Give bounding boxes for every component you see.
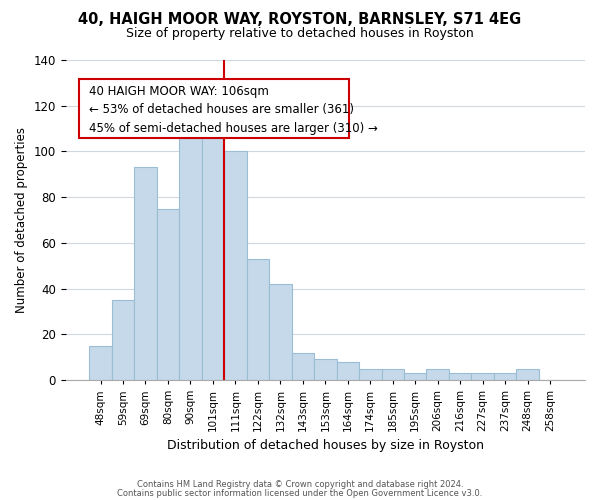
Text: 40, HAIGH MOOR WAY, ROYSTON, BARNSLEY, S71 4EG: 40, HAIGH MOOR WAY, ROYSTON, BARNSLEY, S… — [79, 12, 521, 28]
Bar — [337, 362, 359, 380]
Bar — [269, 284, 292, 380]
Bar — [472, 373, 494, 380]
Text: 40 HAIGH MOOR WAY: 106sqm
← 53% of detached houses are smaller (361)
45% of semi: 40 HAIGH MOOR WAY: 106sqm ← 53% of detac… — [89, 85, 378, 135]
Bar — [157, 208, 179, 380]
Bar — [382, 368, 404, 380]
Bar — [449, 373, 472, 380]
Bar — [247, 259, 269, 380]
Bar — [359, 368, 382, 380]
FancyBboxPatch shape — [79, 79, 349, 138]
Text: Contains public sector information licensed under the Open Government Licence v3: Contains public sector information licen… — [118, 488, 482, 498]
Bar — [89, 346, 112, 380]
Text: Size of property relative to detached houses in Royston: Size of property relative to detached ho… — [126, 28, 474, 40]
Bar — [179, 138, 202, 380]
Bar — [314, 360, 337, 380]
Bar — [292, 352, 314, 380]
Bar — [427, 368, 449, 380]
Bar — [517, 368, 539, 380]
Y-axis label: Number of detached properties: Number of detached properties — [15, 127, 28, 313]
Text: Contains HM Land Registry data © Crown copyright and database right 2024.: Contains HM Land Registry data © Crown c… — [137, 480, 463, 489]
Bar — [404, 373, 427, 380]
Bar — [224, 152, 247, 380]
Bar — [134, 168, 157, 380]
Bar — [494, 373, 517, 380]
X-axis label: Distribution of detached houses by size in Royston: Distribution of detached houses by size … — [167, 440, 484, 452]
Bar — [112, 300, 134, 380]
Bar — [202, 122, 224, 380]
